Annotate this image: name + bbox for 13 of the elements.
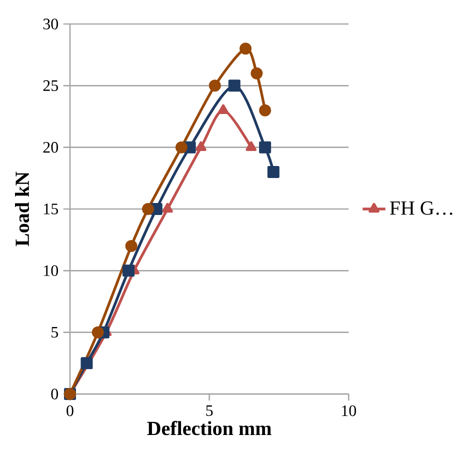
x-tick-label: 0 — [66, 405, 74, 416]
y-tick-label: 25 — [43, 80, 58, 92]
y-tick-label: 0 — [51, 388, 58, 400]
y-axis-title: Load kN — [15, 172, 30, 246]
x-axis-title: Deflection mm — [147, 420, 272, 436]
y-tick-label: 30 — [43, 18, 58, 30]
y-tick-label: 10 — [44, 265, 58, 276]
x-tick-label: 10 — [342, 405, 356, 416]
y-tick-label: 20 — [43, 142, 58, 153]
legend-label: FH G… — [390, 201, 452, 215]
y-tick-label: 15 — [44, 204, 58, 214]
x-tick-label: 5 — [206, 405, 213, 416]
y-tick-label: 5 — [52, 327, 58, 338]
